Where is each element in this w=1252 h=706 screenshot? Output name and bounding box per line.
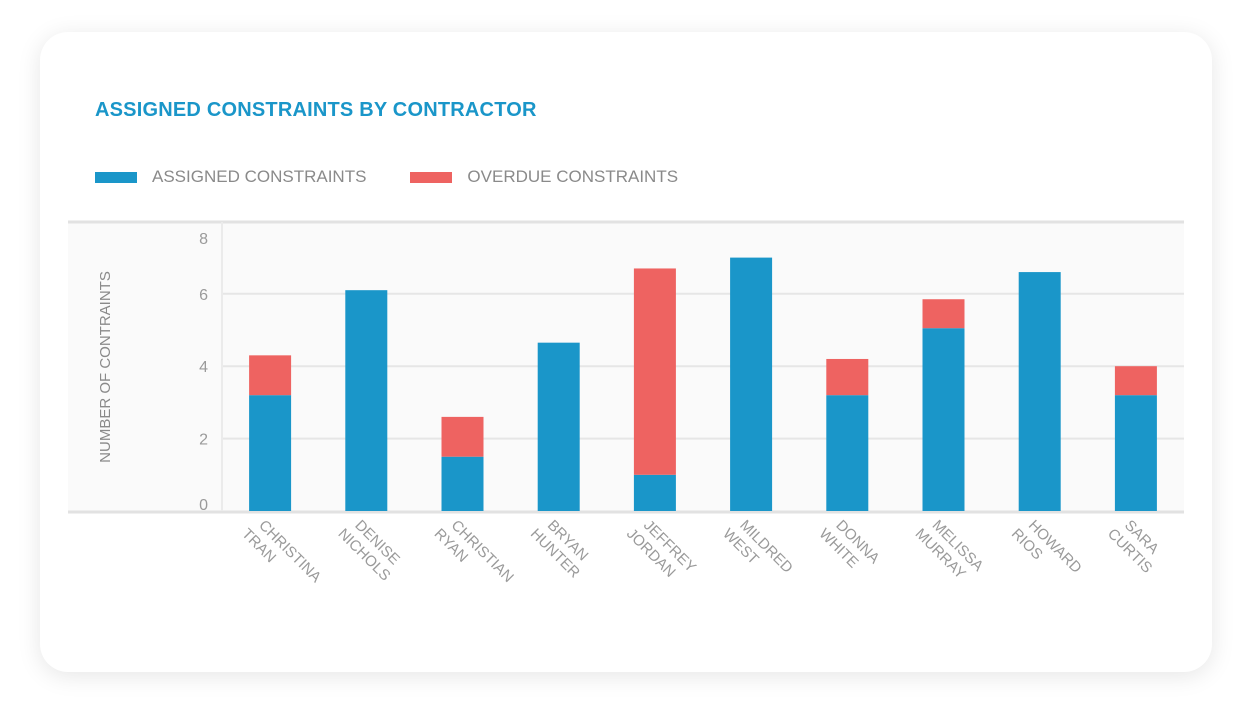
bar-assigned (922, 328, 965, 511)
bar-assigned (1018, 272, 1061, 511)
x-tick-label: HOWARDRIOS (1008, 513, 1085, 590)
bar-assigned (441, 456, 484, 511)
bar-overdue (922, 299, 965, 329)
y-tick-label: 8 (199, 231, 208, 248)
legend-label-assigned: ASSIGNED CONSTRAINTS (152, 167, 367, 186)
y-tick-label: 0 (199, 497, 208, 514)
x-tick-label: DONNAWHITE (816, 513, 883, 580)
bar-assigned (826, 395, 869, 511)
bar-overdue (249, 355, 292, 396)
x-tick-label: MELISSAMURRAY (912, 513, 987, 588)
x-tick-label: BRYANHUNTER (527, 513, 596, 582)
x-tick-label: CHRISTINATRAN (238, 513, 324, 599)
bar-assigned (730, 257, 773, 511)
bar-assigned (345, 290, 388, 511)
x-tick-label: SARACURTIS (1104, 513, 1168, 577)
bar-overdue (441, 416, 484, 457)
legend-label-overdue: OVERDUE CONSTRAINTS (467, 167, 679, 186)
bar-assigned (249, 395, 292, 511)
x-tick-label: DENISENICHOLS (335, 513, 407, 585)
legend-item-assigned[interactable]: ASSIGNED CONSTRAINTS (95, 167, 366, 187)
y-tick-label: 6 (199, 287, 208, 304)
bar-assigned (537, 342, 580, 511)
legend-swatch-overdue (410, 171, 453, 183)
chart-title: ASSIGNED CONSTRAINTS BY CONTRACTOR (95, 99, 537, 121)
bar-overdue (633, 268, 676, 475)
bar-assigned (1114, 395, 1157, 511)
bar-assigned (633, 474, 676, 511)
bar-overdue (826, 358, 869, 396)
bar-overdue (1114, 366, 1157, 396)
x-tick-label: CHRISTIANRYAN (431, 513, 517, 599)
legend: ASSIGNED CONSTRAINTS OVERDUE CONSTRAINTS (95, 167, 722, 187)
legend-swatch-assigned (95, 171, 137, 183)
legend-item-overdue[interactable]: OVERDUE CONSTRAINTS (410, 167, 678, 187)
y-tick-label: 2 (199, 432, 208, 449)
y-axis-label: NUMBER OF CONTRAINTS (97, 271, 114, 463)
x-tick-label: MILDREDWEST (719, 513, 796, 590)
x-tick-label: JEFFREYJORDAN (623, 513, 699, 589)
y-tick-label: 4 (199, 359, 208, 376)
